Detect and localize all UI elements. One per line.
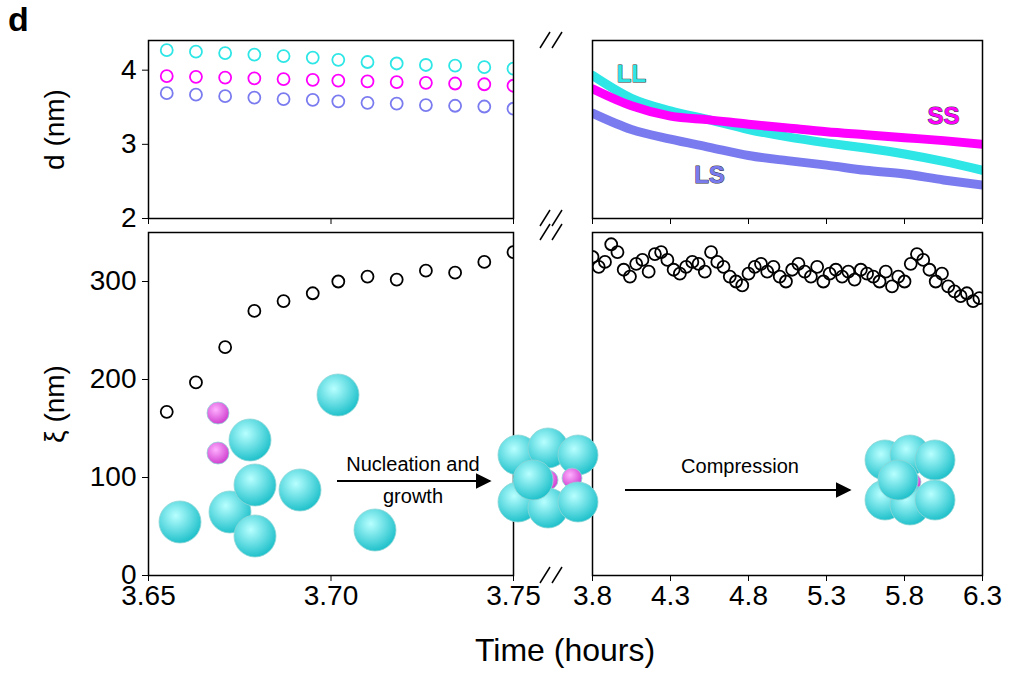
svg-text:0: 0 [120, 559, 137, 591]
svg-text:LS: LS [694, 161, 725, 188]
svg-text:LL: LL [617, 60, 646, 87]
svg-text:4: 4 [121, 54, 137, 85]
svg-text:4.8: 4.8 [729, 580, 768, 611]
svg-text:100: 100 [90, 461, 137, 492]
html-text:Nucleation and growth: Nucleation and growth [346, 453, 480, 507]
svg-text:4.3: 4.3 [651, 580, 690, 611]
svg-text:200: 200 [90, 363, 137, 394]
svg-text:3.75: 3.75 [486, 580, 541, 611]
svg-text:ξ (nm): ξ (nm) [39, 365, 70, 443]
svg-text:3.65: 3.65 [121, 580, 176, 611]
svg-text:SS: SS [927, 102, 959, 129]
svg-text:5.8: 5.8 [885, 580, 924, 611]
svg-text:3.8: 3.8 [573, 580, 612, 611]
svg-text:5.3: 5.3 [807, 580, 846, 611]
html-text:d: d [8, 0, 29, 38]
svg-text:d (nm): d (nm) [39, 89, 70, 170]
svg-text:2: 2 [121, 202, 137, 233]
svg-text:300: 300 [90, 265, 137, 296]
html-text:Time (hours): Time (hours) [474, 632, 656, 668]
svg-text:3: 3 [121, 128, 137, 159]
svg-text:6.3: 6.3 [963, 580, 1002, 611]
svg-text:3.70: 3.70 [304, 580, 359, 611]
html-text:Compression: Compression [681, 455, 799, 477]
